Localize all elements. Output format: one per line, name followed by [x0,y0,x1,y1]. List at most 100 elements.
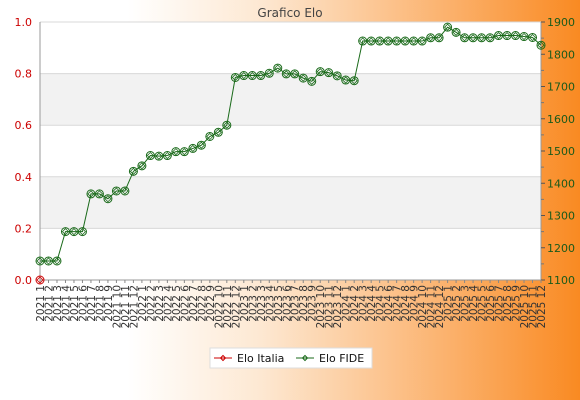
x-tick-2023-3: 2023 3 [256,285,268,322]
point-elo-fide-2025-1[interactable] [443,22,453,32]
point-elo-fide-2022-2[interactable] [145,151,155,161]
y-right-tick-1900: 1900 [547,16,575,29]
plot-band [40,176,541,229]
x-tick-2025-8: 2025 8 [502,285,514,322]
y-right-tick-1300: 1300 [547,210,575,223]
point-elo-fide-2023-4[interactable] [264,68,274,78]
x-tick-2022-10: 2022 10 [213,285,225,328]
x-tick-2024-4: 2024 4 [366,285,378,322]
y-right-tick-1400: 1400 [547,177,575,190]
point-elo-fide-2022-10[interactable] [213,127,223,137]
x-tick-2021-11: 2021 11 [120,285,132,328]
point-elo-fide-2022-6[interactable] [179,147,189,157]
point-elo-fide-2022-8[interactable] [196,140,206,150]
x-tick-2022-4: 2022 4 [162,285,174,322]
x-tick-2024-5: 2024 5 [375,285,387,322]
x-tick-2021-12: 2021 12 [128,285,140,328]
x-tick-2024-12: 2024 12 [434,285,446,328]
y-left-tick-1-0: 1.0 [15,16,33,29]
y-right-tick-1500: 1500 [547,145,575,158]
x-tick-2021-8: 2021 8 [94,285,106,322]
x-tick-2021-1: 2021 1 [35,285,47,322]
y-left-tick-0-6: 0.6 [15,119,33,132]
point-elo-fide-2023-9[interactable] [307,76,317,86]
point-elo-fide-2022-3[interactable] [154,151,164,161]
legend-box [209,347,373,369]
x-tick-2023-12: 2023 12 [332,285,344,328]
x-tick-2025-11: 2025 11 [528,285,540,328]
x-tick-2022-2: 2022 2 [145,285,157,322]
point-elo-fide-2024-2[interactable] [349,76,359,86]
point-elo-fide-2025-12[interactable] [536,40,546,50]
x-tick-2024-3: 2024 3 [358,285,370,322]
point-elo-fide-2024-10[interactable] [417,36,427,46]
x-tick-2021-4: 2021 4 [60,285,72,322]
point-elo-fide-2021-8[interactable] [94,189,104,199]
x-tick-2023-5: 2023 5 [273,285,285,322]
x-tick-2022-3: 2022 3 [154,285,166,322]
point-elo-fide-2023-12[interactable] [332,71,342,81]
point-elo-fide-2022-9[interactable] [205,131,215,141]
point-elo-italia-2021-1[interactable] [35,275,45,285]
x-tick-2021-2: 2021 2 [43,285,55,322]
point-elo-fide-2022-1[interactable] [137,161,147,171]
y-left-tick-0-4: 0.4 [15,171,33,184]
x-tick-2024-10: 2024 10 [417,285,429,328]
legend: Elo Italia Elo FIDE [209,347,373,369]
point-elo-fide-2025-11[interactable] [528,32,538,42]
x-tick-2023-6: 2023 6 [281,285,293,322]
legend-label-elo-italia: Elo Italia [237,352,284,365]
y-left-tick-0-0: 0.0 [15,274,33,287]
x-tick-2024-9: 2024 9 [409,285,421,322]
point-elo-fide-2022-7[interactable] [188,143,198,153]
x-tick-2021-7: 2021 7 [86,285,98,322]
x-tick-2024-1: 2024 1 [341,285,353,322]
point-elo-fide-2023-5[interactable] [273,63,283,73]
point-elo-fide-2023-11[interactable] [324,68,334,78]
point-elo-fide-2025-10[interactable] [519,32,529,42]
point-elo-fide-2025-2[interactable] [451,27,461,37]
point-elo-fide-2021-9[interactable] [103,194,113,204]
point-elo-fide-2023-8[interactable] [298,73,308,83]
x-tick-2022-6: 2022 6 [179,285,191,322]
legend-item-elo-italia[interactable]: Elo Italia [214,352,284,365]
y-right-tick-1100: 1100 [547,274,575,287]
y-right-tick-1700: 1700 [547,81,575,94]
point-elo-fide-2024-12[interactable] [434,33,444,43]
x-tick-2025-10: 2025 10 [519,285,531,328]
x-tick-2022-12: 2022 12 [230,285,242,328]
point-elo-fide-2022-11[interactable] [222,120,232,130]
y-left-tick-0-2: 0.2 [15,222,33,235]
x-tick-2023-9: 2023 9 [307,285,319,322]
point-elo-fide-2021-6[interactable] [77,227,87,237]
x-tick-2024-8: 2024 8 [400,285,412,322]
x-tick-2024-11: 2024 11 [426,285,438,328]
point-elo-fide-2021-12[interactable] [128,166,138,176]
x-tick-2021-3: 2021 3 [52,285,64,322]
point-elo-fide-2025-9[interactable] [511,31,521,41]
point-elo-fide-2025-6[interactable] [485,33,495,43]
point-elo-fide-2024-1[interactable] [341,75,351,85]
legend-item-elo-fide[interactable]: Elo FIDE [296,352,364,365]
point-elo-fide-2021-11[interactable] [120,186,130,196]
x-tick-2022-1: 2022 1 [137,285,149,322]
plot-background [40,22,541,280]
point-elo-fide-2022-12[interactable] [230,72,240,82]
point-elo-fide-2023-3[interactable] [256,71,266,81]
x-tick-2025-6: 2025 6 [485,285,497,322]
point-elo-fide-2023-7[interactable] [290,69,300,79]
x-tick-2025-7: 2025 7 [494,285,506,322]
point-elo-fide-2021-3[interactable] [52,256,62,266]
legend-marker-elo-italia [219,354,227,362]
x-tick-2023-10: 2023 10 [315,285,327,328]
x-tick-2022-8: 2022 8 [196,285,208,322]
x-tick-2023-1: 2023 1 [239,285,251,322]
x-tick-2023-7: 2023 7 [290,285,302,322]
plot-band [40,73,541,126]
plot-area [40,22,541,280]
x-tick-2021-5: 2021 5 [69,285,81,322]
point-elo-fide-2023-10[interactable] [315,67,325,77]
point-elo-fide-2022-4[interactable] [162,151,172,161]
chart-title: Grafico Elo [257,6,322,20]
